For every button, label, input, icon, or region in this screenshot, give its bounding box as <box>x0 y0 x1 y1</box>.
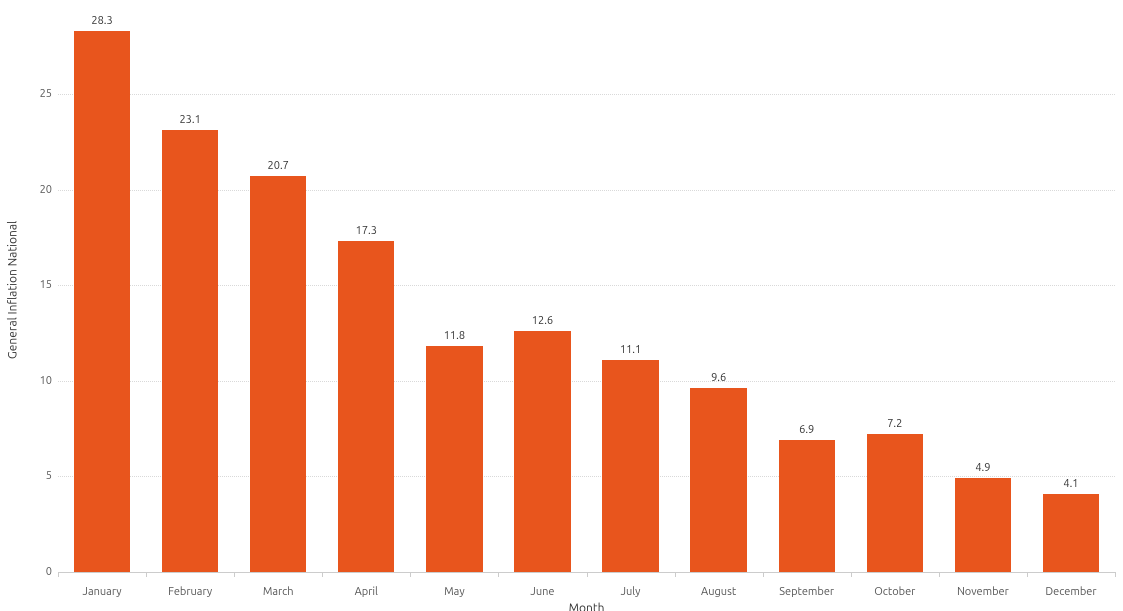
x-tick <box>322 572 323 577</box>
x-tick-label: March <box>263 586 294 598</box>
gridline <box>58 94 1115 95</box>
x-axis-title: Month <box>569 602 605 611</box>
x-tick <box>234 572 235 577</box>
bar-value-label: 23.1 <box>179 114 200 126</box>
y-tick-label: 0 <box>0 566 52 578</box>
x-tick-label: February <box>168 586 212 598</box>
bar-value-label: 7.2 <box>887 418 902 430</box>
bar-value-label: 17.3 <box>356 225 377 237</box>
x-tick <box>410 572 411 577</box>
bar-value-label: 9.6 <box>711 372 726 384</box>
x-tick-label: June <box>530 586 554 598</box>
x-tick-label: October <box>874 586 915 598</box>
x-tick-label: July <box>621 586 641 598</box>
bar-value-label: 28.3 <box>91 15 112 27</box>
x-tick <box>675 572 676 577</box>
bar-value-label: 12.6 <box>532 315 553 327</box>
bar <box>74 31 130 572</box>
x-tick <box>939 572 940 577</box>
bar-value-label: 6.9 <box>799 424 814 436</box>
bar <box>690 388 746 572</box>
x-tick <box>58 572 59 577</box>
x-tick-label: December <box>1045 586 1096 598</box>
bar <box>338 241 394 572</box>
bar-value-label: 11.1 <box>620 344 641 356</box>
bar <box>250 176 306 572</box>
y-tick-label: 15 <box>0 279 52 291</box>
bar-value-label: 11.8 <box>444 330 465 342</box>
x-tick-label: September <box>779 586 834 598</box>
x-tick-label: November <box>957 586 1009 598</box>
x-tick <box>851 572 852 577</box>
bar <box>602 360 658 572</box>
y-tick-label: 10 <box>0 375 52 387</box>
bar <box>955 478 1011 572</box>
bar <box>162 130 218 572</box>
x-tick-label: May <box>444 586 465 598</box>
bar <box>779 440 835 572</box>
bar <box>514 331 570 572</box>
bar-value-label: 4.1 <box>1063 478 1078 490</box>
y-tick-label: 25 <box>0 88 52 100</box>
inflation-bar-chart: General Inflation National 28.323.120.71… <box>0 0 1123 611</box>
x-tick-label: August <box>701 586 736 598</box>
plot-area: 28.3 23.1 20.7 17.3 11.8 12.6 11.1 9.6 6.9 7.2 4.9… <box>58 8 1115 572</box>
y-tick-label: 20 <box>0 184 52 196</box>
bar <box>426 346 482 572</box>
x-tick <box>1027 572 1028 577</box>
x-tick-label: April <box>355 586 378 598</box>
bar <box>867 434 923 572</box>
x-tick <box>498 572 499 577</box>
x-tick <box>763 572 764 577</box>
bar-value-label: 4.9 <box>975 462 990 474</box>
x-tick <box>587 572 588 577</box>
x-tick-label: January <box>83 586 122 598</box>
x-tick <box>146 572 147 577</box>
y-tick-label: 5 <box>0 470 52 482</box>
bar-value-label: 20.7 <box>268 160 289 172</box>
x-tick <box>1115 572 1116 577</box>
bar <box>1043 494 1099 572</box>
